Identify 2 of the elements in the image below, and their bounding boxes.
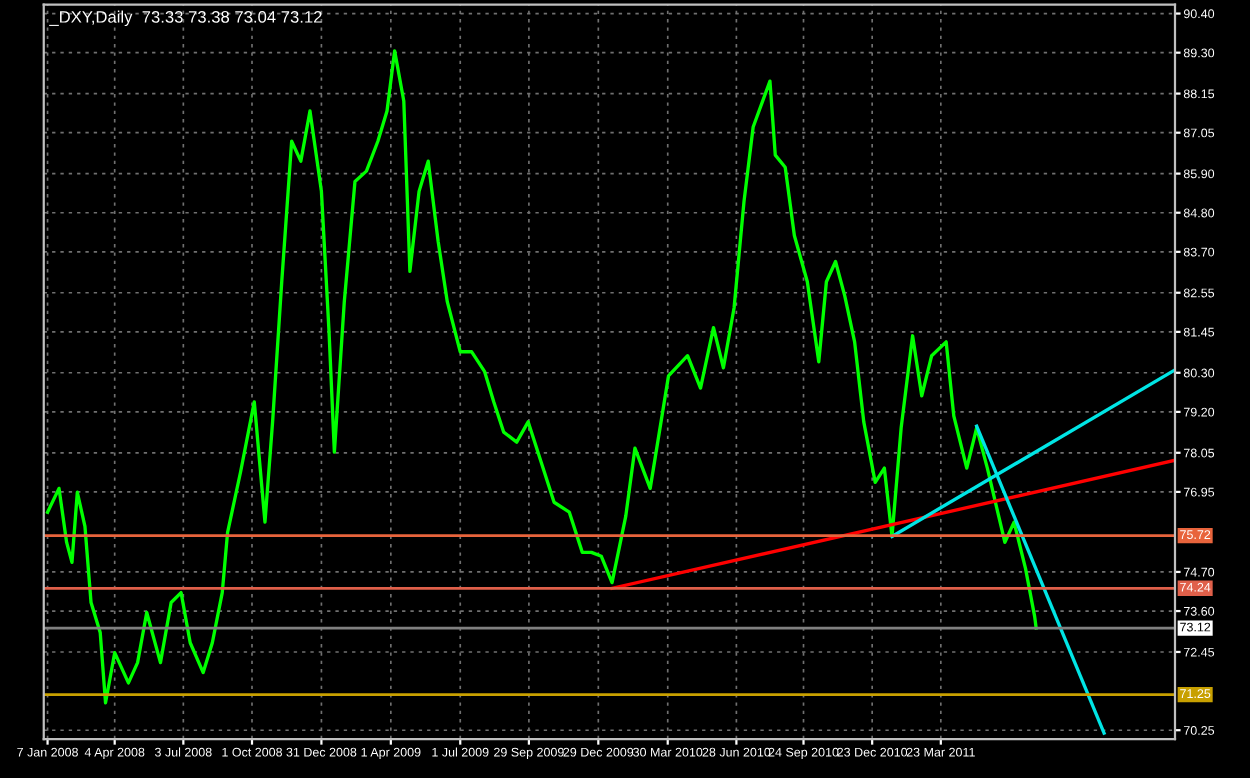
chart-title: _DXY,Daily 73.33 73.38 73.04 73.12 bbox=[49, 10, 322, 27]
line-series bbox=[45, 49, 1038, 705]
